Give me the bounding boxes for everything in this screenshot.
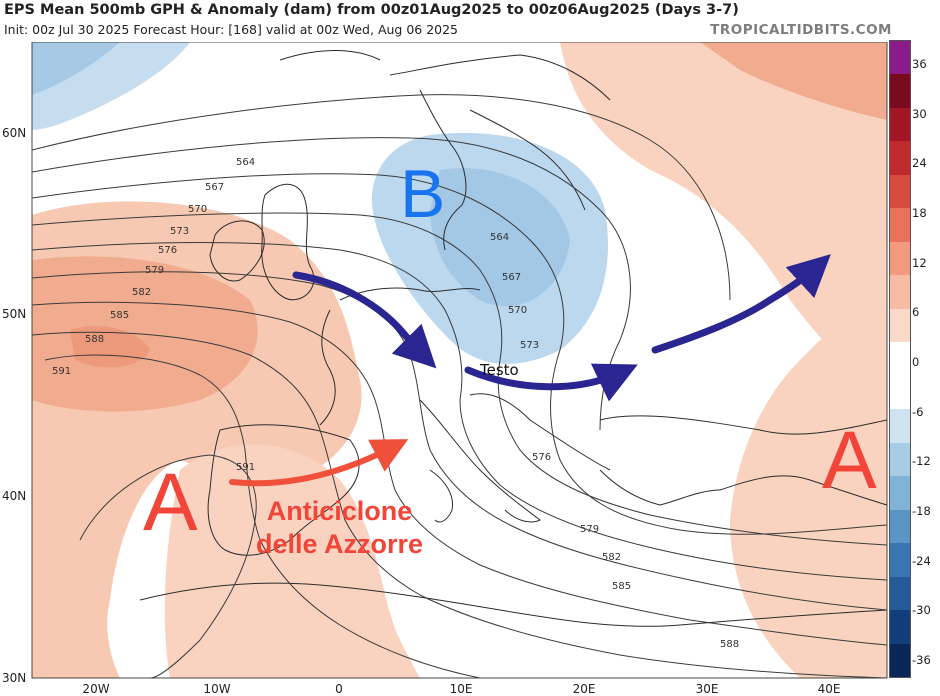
contour-label: 576 bbox=[158, 245, 177, 256]
colorbar-tick-label: 6 bbox=[912, 305, 920, 320]
contour-label: 588 bbox=[720, 639, 739, 650]
height-contours bbox=[32, 94, 887, 678]
warm-anomaly-northeast-core bbox=[700, 42, 887, 120]
contour-label: 567 bbox=[502, 272, 521, 283]
contour-label: 579 bbox=[580, 524, 599, 535]
contour-label: 588 bbox=[85, 334, 104, 345]
colorbar-tick-label: 18 bbox=[912, 206, 927, 220]
map-subtitle: Init: 00z Jul 30 2025 Forecast Hour: [16… bbox=[4, 22, 459, 37]
warm-anomaly-northeast bbox=[560, 42, 887, 420]
colorbar-segment bbox=[890, 342, 910, 377]
flow-arrows bbox=[229, 254, 831, 487]
contour-label: 570 bbox=[508, 305, 527, 316]
anomaly-colorbar bbox=[889, 40, 911, 678]
low-pressure-label: B bbox=[400, 156, 446, 232]
colorbar-segment bbox=[890, 308, 910, 343]
latitude-label: 50N bbox=[2, 307, 27, 321]
colorbar-segment bbox=[890, 241, 910, 276]
longitude-label: 10E bbox=[449, 682, 473, 696]
cold-anomaly-areas bbox=[32, 42, 608, 364]
contour-label: 582 bbox=[132, 287, 151, 298]
latitude-label: 30N bbox=[2, 671, 27, 685]
contour-labels: 564 567 570 573 576 579 582 585 588 591 … bbox=[52, 157, 739, 650]
colorbar-tick-label: -18 bbox=[912, 504, 931, 518]
contour-label: 573 bbox=[520, 340, 539, 351]
brand-watermark: TROPICALTIDBITS.COM bbox=[710, 22, 892, 38]
high-pressure-label-west: A bbox=[143, 457, 198, 548]
contour-label: 567 bbox=[205, 182, 224, 193]
ridge-arrow bbox=[229, 439, 409, 487]
contour-label: 579 bbox=[145, 265, 164, 276]
header: EPS Mean 500mb GPH & Anomaly (dam) from … bbox=[0, 0, 940, 42]
warm-anomaly-southeast bbox=[730, 290, 887, 678]
colorbar-segment bbox=[890, 610, 910, 645]
azores-anticyclone-label: Anticiclone delle Azzorre bbox=[256, 495, 423, 561]
contour-label: 573 bbox=[170, 226, 189, 237]
contour-label: 591 bbox=[52, 366, 71, 377]
latitude-label: 60N bbox=[2, 126, 27, 140]
colorbar-segment bbox=[890, 409, 910, 444]
colorbar-segment bbox=[890, 375, 910, 410]
colorbar-segment bbox=[890, 442, 910, 477]
high-pressure-label-east: A bbox=[822, 415, 877, 506]
colorbar-tick-label: 0 bbox=[912, 355, 920, 369]
contour-label: 585 bbox=[110, 310, 129, 321]
colorbar-tick-label: -6 bbox=[912, 404, 924, 419]
colorbar-segment bbox=[890, 141, 910, 176]
colorbar-tick-label: 24 bbox=[912, 156, 927, 171]
cold-anomaly-north-atlantic-core bbox=[32, 42, 120, 95]
colorbar-tick-label: 36 bbox=[912, 57, 927, 71]
cold-anomaly-europe-core bbox=[430, 168, 570, 307]
anticyclone-line-2: delle Azzorre bbox=[256, 529, 424, 559]
jet-arrow-east bbox=[651, 254, 831, 354]
contour-label: 582 bbox=[602, 552, 621, 563]
colorbar-tick-label: -12 bbox=[912, 454, 931, 469]
colorbar-tick-label: 12 bbox=[912, 255, 927, 270]
colorbar-segment bbox=[890, 576, 910, 611]
colorbar-segment bbox=[890, 643, 910, 678]
longitude-label: 10W bbox=[203, 682, 231, 696]
colorbar-segment bbox=[890, 74, 910, 109]
colorbar-segment bbox=[890, 107, 910, 142]
longitude-label: 40E bbox=[817, 682, 841, 696]
colorbar-segment bbox=[890, 41, 910, 75]
longitude-label: 20E bbox=[572, 682, 596, 696]
contour-label: 570 bbox=[188, 204, 207, 215]
colorbar-segment bbox=[890, 476, 910, 511]
contour-label: 585 bbox=[612, 581, 631, 592]
colorbar-segment bbox=[890, 275, 910, 310]
jet-arrow-central bbox=[464, 363, 638, 402]
colorbar-tick-label: -36 bbox=[912, 653, 931, 667]
contour-label: 564 bbox=[490, 232, 509, 243]
colorbar-tick-label: -24 bbox=[912, 553, 931, 568]
map-title: EPS Mean 500mb GPH & Anomaly (dam) from … bbox=[4, 2, 739, 18]
map-frame bbox=[31, 41, 888, 679]
longitude-label: 0 bbox=[335, 682, 343, 696]
colorbar-segment bbox=[890, 174, 910, 209]
jet-arrow-northwest bbox=[292, 271, 437, 369]
colorbar-segment bbox=[890, 509, 910, 544]
colorbar-tick-label: 30 bbox=[912, 106, 927, 121]
colorbar-segment bbox=[890, 543, 910, 578]
warm-anomaly-iberia bbox=[164, 444, 420, 678]
colorbar-segment bbox=[890, 208, 910, 243]
trough-label: Testo bbox=[480, 361, 519, 379]
longitude-label: 30E bbox=[695, 682, 719, 696]
colorbar-tick-label: -30 bbox=[912, 603, 931, 618]
contour-label: 576 bbox=[532, 452, 551, 463]
latitude-label: 40N bbox=[2, 489, 27, 503]
anticyclone-line-1: Anticiclone bbox=[266, 496, 413, 526]
contour-label: 591 bbox=[236, 462, 255, 473]
longitude-label: 20W bbox=[82, 682, 110, 696]
contour-label: 564 bbox=[236, 157, 255, 168]
